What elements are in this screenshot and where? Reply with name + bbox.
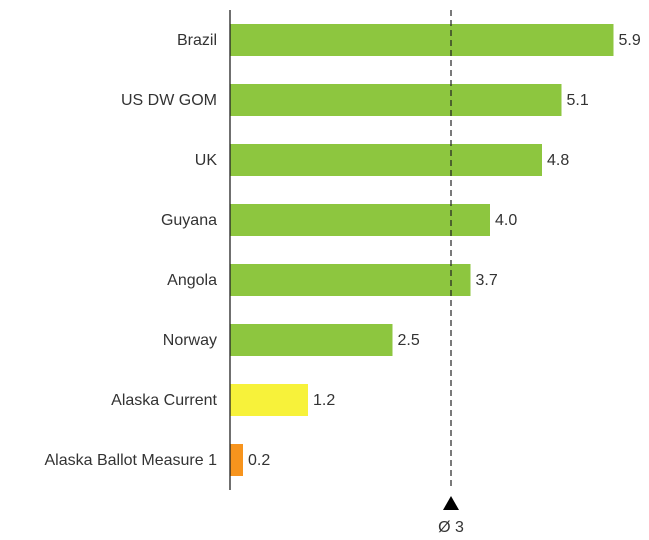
average-label: Ø 3 bbox=[438, 519, 464, 536]
value-label: 0.2 bbox=[248, 452, 270, 469]
average-marker bbox=[443, 496, 459, 510]
bar bbox=[230, 384, 308, 416]
bar bbox=[230, 24, 614, 56]
bar bbox=[230, 264, 471, 296]
category-label: Brazil bbox=[177, 32, 217, 49]
value-label: 5.1 bbox=[567, 92, 589, 109]
bar bbox=[230, 204, 490, 236]
category-label: Angola bbox=[167, 272, 217, 289]
category-label: Norway bbox=[163, 332, 217, 349]
category-label: UK bbox=[195, 152, 218, 169]
category-label: Guyana bbox=[161, 212, 217, 229]
category-label: Alaska Ballot Measure 1 bbox=[44, 452, 217, 469]
category-label: Alaska Current bbox=[111, 392, 217, 409]
category-label: US DW GOM bbox=[121, 92, 217, 109]
value-label: 2.5 bbox=[398, 332, 420, 349]
value-label: 4.8 bbox=[547, 152, 569, 169]
value-label: 5.9 bbox=[619, 32, 641, 49]
bar bbox=[230, 444, 243, 476]
bar bbox=[230, 144, 542, 176]
value-label: 1.2 bbox=[313, 392, 335, 409]
bar bbox=[230, 84, 562, 116]
value-label: 3.7 bbox=[476, 272, 498, 289]
value-label: 4.0 bbox=[495, 212, 517, 229]
bar bbox=[230, 324, 393, 356]
